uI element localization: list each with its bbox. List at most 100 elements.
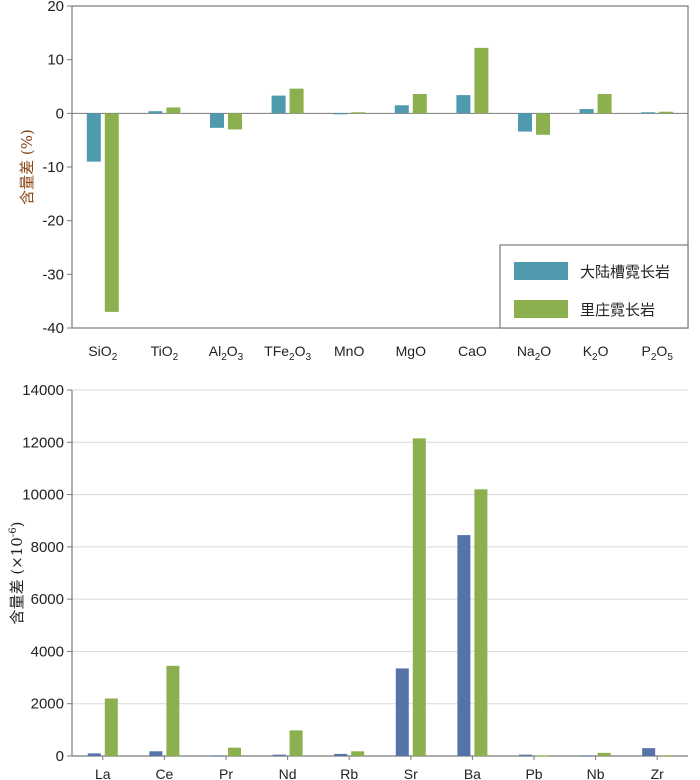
category-base: Nd [279,766,297,780]
bar-series1 [210,113,224,128]
bar-series2 [659,111,674,114]
x-tick-label: MnO [334,343,364,359]
category-base: Al [209,343,221,359]
legend-swatch [514,300,568,318]
x-tick-label: Nb [587,766,605,780]
bar-series2 [412,438,426,756]
bar-series1 [580,755,594,757]
y-axis-label: 含量差 (×10-6) [8,522,26,625]
y-tick-label: -30 [42,266,64,283]
y-tick-label: 8000 [31,539,64,556]
category-base: Na [517,343,535,359]
x-tick-label: TFe2O3 [264,343,311,363]
bottom-chart-trace-elements: 0 2000 4000 6000 8000 10000 12000 14000 La Ce Pr Nd… [8,382,688,780]
category-mid: O [598,343,609,359]
bar-series1 [334,753,348,756]
x-tick-label: Ce [155,766,173,780]
bar-series2 [659,755,673,757]
category-mid: O [295,343,306,359]
category-base: K [583,343,593,359]
x-tick-label: TiO2 [151,343,179,363]
x-tick-label: Zr [651,766,665,780]
bar-series2 [166,665,180,756]
category-subscript: 2 [112,352,118,363]
bar-series2 [104,113,119,312]
bar-series2 [597,94,612,114]
bar-series2 [412,94,427,114]
category-base: Pr [219,766,233,780]
bar-series1 [149,751,163,756]
bar-series2 [536,755,549,757]
bar-series1 [87,753,101,756]
x-tick-label: Sr [404,766,418,780]
category-subscript: 5 [667,352,673,363]
x-tick-label: SiO2 [88,343,117,363]
y-tick-label: 14000 [22,382,64,399]
bar-series2 [104,698,118,756]
bar-series1 [457,535,471,756]
category-base: TiO [151,343,173,359]
category-subscript: 2 [651,352,657,363]
legend-label: 里庄霓长岩 [580,301,655,319]
y-tick-label: 20 [47,0,64,15]
y-axis-label-main: 含量差 (×10 [8,537,26,624]
category-subscript: 2 [535,352,541,363]
y-axis-label-main: 含量差 (%) [18,129,36,205]
bar-series1 [86,113,101,162]
legend-label: 大陆槽霓长岩 [580,263,670,281]
bar-series2 [597,752,611,756]
category-subscript: 2 [592,352,598,363]
bar-series2 [228,747,241,756]
category-subscript: 3 [238,352,244,363]
bar-series2 [166,107,181,114]
x-tick-label: K2O [583,343,609,363]
bar-series2 [536,113,550,135]
bar-series2 [474,489,488,756]
legend-item: 大陆槽霓长岩 [514,262,670,281]
bar-series1 [148,111,163,114]
x-tick-label: Rb [340,766,358,780]
category-base: CaO [458,343,487,359]
category-base: Zr [651,766,665,780]
bar-series2 [228,113,242,130]
category-base: SiO [88,343,111,359]
bar-series1 [395,668,409,756]
y-tick-label: 12000 [22,434,64,451]
y-axis-label: 含量差 (%) [18,129,36,205]
x-tick-label: Nd [279,766,297,780]
bar-series2 [351,751,365,756]
category-base: Ce [155,766,173,780]
category-base: TFe [264,343,289,359]
bar-series1 [211,755,224,757]
y-tick-label: 10000 [22,487,64,504]
y-axis-label-superscript: -6 [8,527,19,537]
y-tick-label: -40 [42,320,64,337]
category-subscript: 2 [221,352,227,363]
x-tick-label: MgO [396,343,426,359]
bar-series1 [456,95,471,114]
bar-series2 [289,730,303,756]
legend-swatch [514,262,568,280]
bar-series1 [641,112,656,114]
category-mid: O [656,343,667,359]
category-base: P [642,343,651,359]
category-base: La [95,766,111,780]
x-tick-label: Pr [219,766,233,780]
category-subscript: 2 [289,352,295,363]
bar-series2 [289,88,304,114]
bar-series1 [518,113,532,132]
category-base: Nb [587,766,605,780]
category-base: Pb [525,766,542,780]
x-tick-label: La [95,766,111,780]
category-base: Rb [340,766,358,780]
y-tick-label: 0 [56,748,64,765]
y-axis-label-tail: ) [8,522,26,528]
category-base: MgO [396,343,426,359]
y-tick-label: 6000 [31,591,64,608]
y-tick-label: 10 [47,52,64,69]
category-base: Sr [404,766,418,780]
x-tick-label: Al2O3 [209,343,244,363]
bar-series1 [642,748,656,756]
category-subscript: 2 [173,352,179,363]
